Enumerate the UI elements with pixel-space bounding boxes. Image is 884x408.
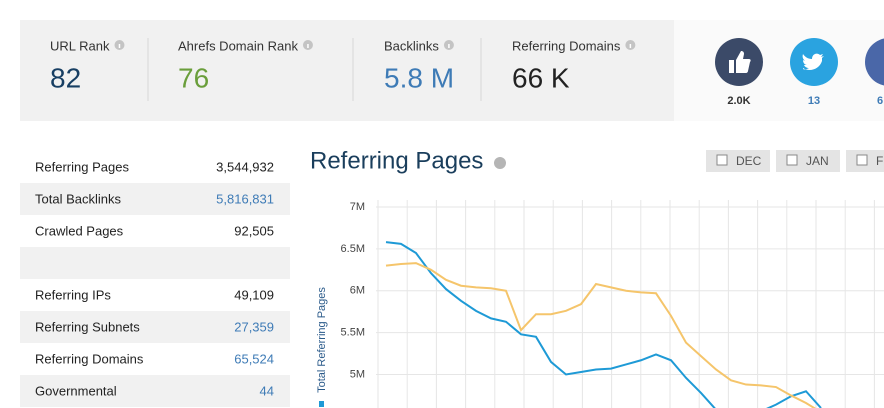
info-icon[interactable] [494,157,506,169]
metric-label: Referring Domains [512,38,621,53]
series-line [385,241,822,408]
y-tick-label: 5M [350,368,365,380]
checkbox [856,154,868,166]
row-value: 49,109 [234,287,274,302]
metric-value: 82 [50,62,81,93]
row-label: Referring Domains [35,351,144,366]
row-label: Referring Pages [35,159,129,174]
y-tick-label: 5.5M [341,327,365,339]
table-row [20,311,290,343]
bird [802,53,824,70]
social-count: 2.0K [727,95,750,107]
month-label: FEB [876,154,884,168]
row-value: 65,524 [234,351,274,366]
row-value: 27,359 [234,319,274,334]
month-label: JAN [806,154,829,168]
table-row [20,215,290,247]
metric-label: Ahrefs Domain Rank [178,38,298,53]
y-axis-label: Total Referring Pages [316,287,328,393]
plot-area [385,241,822,408]
row-value: 5,816,831 [216,191,274,206]
row-value: 44 [260,383,274,398]
table-row [20,375,290,407]
social-count: 6 [877,95,883,107]
chart-title: Referring Pages [310,147,483,174]
checkbox [786,154,798,166]
table-row [20,279,290,311]
row-label: Referring IPs [35,287,111,302]
month-label: DEC [736,154,762,168]
metric-value: 5.8 M [384,62,454,93]
metric-value: 66 K [512,62,570,93]
table-row [20,343,290,375]
y-tick-label: 6M [350,285,365,297]
social-icon[interactable] [865,38,884,86]
checkbox [716,154,728,166]
social-panel [674,20,884,121]
row-label: Referring Subnets [35,319,140,334]
metrics-panel [20,20,674,121]
vertical-grid [377,200,875,408]
row-label: Crawled Pages [35,223,124,238]
row-label: Governmental [35,383,117,398]
row-label: Total Backlinks [35,191,121,206]
table-row [20,247,290,279]
metric-value: 76 [178,62,209,93]
row-value: 3,544,932 [216,159,274,174]
y-tick-label: 6.5M [341,243,365,255]
thumb [729,51,751,73]
table-row [20,151,290,183]
row-value: 92,505 [234,223,274,238]
legend-swatch [319,401,324,407]
metric-label: URL Rank [50,38,110,53]
table-row [20,183,290,215]
series-line [385,262,817,408]
social-count: 13 [808,95,820,107]
metric-label: Backlinks [384,38,439,53]
y-tick-label: 7M [350,201,365,213]
